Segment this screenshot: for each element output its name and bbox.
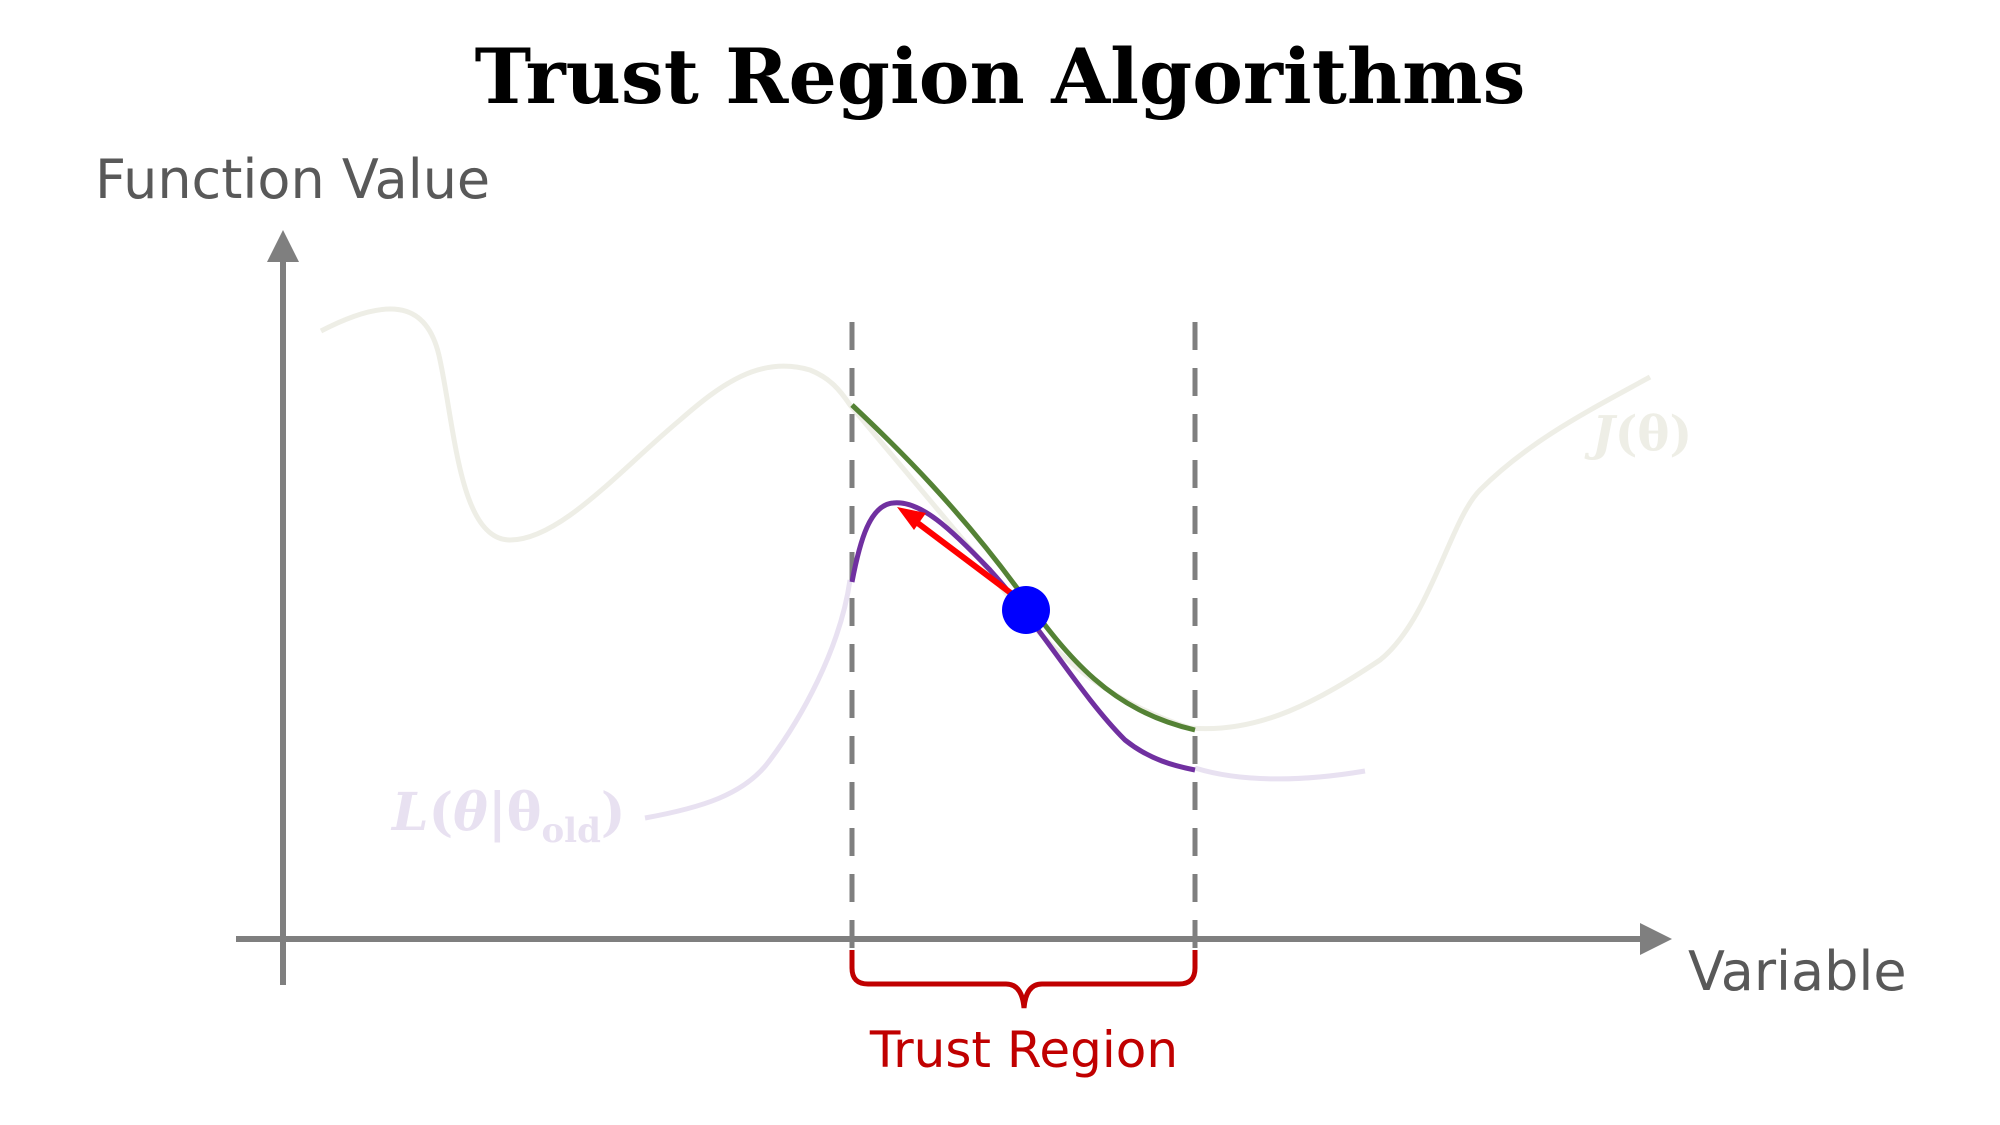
step-arrow <box>913 518 1022 603</box>
local-surrogate-curve <box>849 500 1196 773</box>
surrogate-label: L(θ|θold) <box>390 782 625 851</box>
x-axis-label: Variable <box>1688 940 1907 1003</box>
current-point <box>1002 586 1050 634</box>
y-axis-arrow-icon <box>267 230 299 262</box>
objective-label: J(θ) <box>1584 406 1692 462</box>
trust-region-label: Trust Region <box>869 1021 1178 1079</box>
trust-region-brace-icon <box>849 950 1198 1009</box>
objective-curve <box>319 306 1652 732</box>
surrogate-curve-faint-right <box>1194 765 1366 782</box>
page-title: Trust Region Algorithms <box>474 32 1526 121</box>
surrogate-curve-faint <box>644 579 853 821</box>
step-arrow-head-icon <box>897 507 926 530</box>
x-axis-arrow-icon <box>1640 923 1672 955</box>
y-axis-label: Function Value <box>95 148 490 211</box>
local-objective-curve <box>850 403 1196 733</box>
